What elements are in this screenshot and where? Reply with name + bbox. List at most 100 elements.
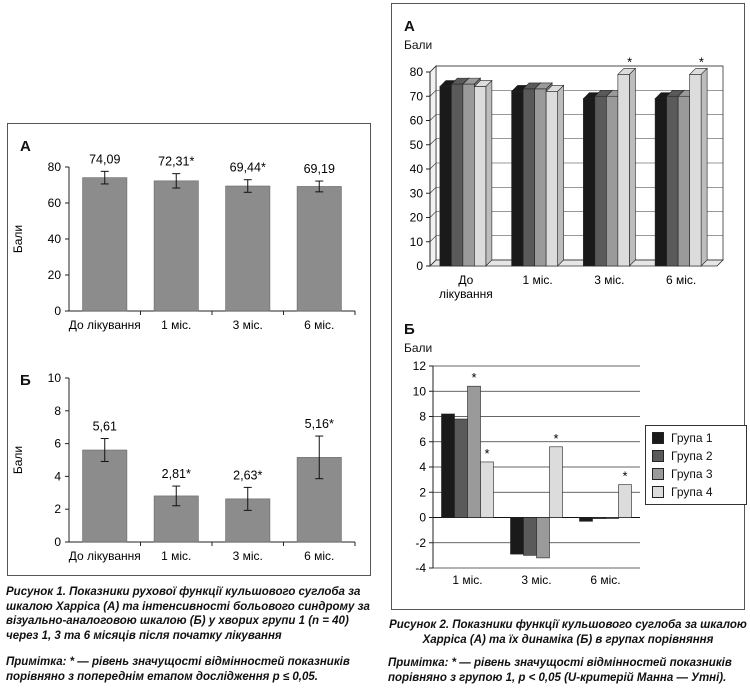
legend-swatch: [652, 468, 664, 480]
significance-star: *: [627, 54, 632, 69]
x-tick-label: До лікування: [69, 549, 141, 563]
x-tick-label: 1 міс.: [452, 573, 482, 587]
legend-label: Група 3: [671, 467, 713, 481]
data-label: 2,81*: [162, 467, 191, 481]
y-tick-label: 30: [410, 186, 424, 200]
y-tick-label: 2: [54, 502, 61, 516]
fig2-panelB-chart: -4 -2 0 2 4 6 8 10 12 * * 1 міс. * 3 міс. * 6 міс.: [413, 359, 640, 587]
gridline: [429, 65, 723, 73]
bar: [474, 86, 487, 267]
bar: [82, 177, 128, 312]
y-tick-label: 12: [413, 359, 427, 373]
y-tick-label: 0: [416, 259, 423, 273]
fig2-legend: Група 1 Група 2 Група 3 Група 4: [645, 425, 747, 505]
y-tick-label: 0: [54, 304, 61, 318]
y-tick-label: 0: [419, 511, 426, 525]
y-tick-label: 20: [48, 268, 62, 282]
data-label: 74,09: [89, 152, 120, 166]
y-tick-label: 40: [48, 232, 62, 246]
fig1-panelA-chart: 0 20 40 60 80 Бали 74,09 До лікування 72,31* 1 мі…: [11, 152, 356, 332]
x-tick-label: 6 міс.: [304, 318, 334, 332]
x-tick-label: лікування: [439, 287, 493, 301]
fig1-panelB-chart: 0 2 4 6 8 10 Бали 5,61 До лікування 2,81* 1 міс. 2,…: [11, 371, 356, 563]
y-tick-label: 2: [419, 485, 426, 499]
y-tick-label: 6: [54, 437, 61, 451]
data-label: 69,44*: [230, 161, 266, 175]
y-tick-label: 8: [54, 404, 61, 418]
bar: [510, 517, 524, 555]
data-label: 69,19: [304, 162, 335, 176]
x-tick-label: До лікування: [69, 318, 141, 332]
bar: [296, 186, 342, 312]
x-tick-label: 3 міс.: [233, 549, 263, 563]
y-tick-label: 70: [410, 89, 424, 103]
bar: [454, 418, 468, 518]
data-label: 5,61: [93, 420, 117, 434]
y-tick-label: 0: [54, 535, 61, 549]
y-tick-label: 10: [410, 235, 424, 249]
legend-item-group2: Група 2: [652, 447, 740, 465]
y-tick-label: 8: [419, 410, 426, 424]
fig2-panelB-letter: Б: [404, 321, 415, 338]
significance-star: *: [471, 370, 476, 385]
y-tick-label: 10: [413, 384, 427, 398]
bar: [225, 185, 271, 312]
legend-swatch: [652, 432, 664, 444]
legend-swatch: [652, 486, 664, 498]
y-tick-label: 4: [419, 460, 426, 474]
legend-item-group3: Група 3: [652, 465, 740, 483]
significance-star: *: [622, 469, 627, 484]
fig2-panelB-ylabel: Бали: [404, 341, 433, 355]
y-tick-label: 20: [410, 211, 424, 225]
y-tick-label: 60: [48, 196, 62, 210]
significance-star: *: [484, 446, 489, 461]
data-label: 2,63*: [233, 468, 262, 482]
y-tick-label: 10: [48, 371, 62, 385]
bar: [549, 446, 563, 518]
bar: [592, 517, 606, 520]
y-axis-label: Бали: [11, 225, 25, 253]
y-tick-label: 80: [48, 160, 62, 174]
y-tick-label: -2: [415, 536, 426, 550]
x-tick-label: 6 міс.: [304, 549, 334, 563]
x-tick-label: 3 міс.: [594, 273, 624, 287]
x-tick-label: 1 міс.: [522, 273, 552, 287]
y-tick-label: 60: [410, 114, 424, 128]
fig2-panelA-ylabel: Бали: [404, 38, 433, 52]
x-tick-label: До: [458, 273, 473, 287]
y-tick-label: 80: [410, 65, 424, 79]
fig2-panelA-letter: А: [404, 18, 415, 35]
legend-label: Група 1: [671, 431, 713, 445]
legend-item-group4: Група 4: [652, 483, 740, 501]
data-label: 72,31*: [158, 155, 194, 169]
bar: [545, 91, 558, 267]
y-tick-label: 50: [410, 138, 424, 152]
data-label: 5,16*: [305, 417, 334, 431]
legend-item-group1: Група 1: [652, 429, 740, 447]
y-tick-label: 40: [410, 162, 424, 176]
legend-label: Група 2: [671, 449, 713, 463]
bar: [689, 74, 702, 267]
bar: [536, 517, 550, 559]
bar: [480, 461, 494, 518]
fig1-caption: Рисунок 1. Показники рухової функції кул…: [6, 586, 370, 642]
y-tick-label: 6: [419, 435, 426, 449]
bar: [617, 74, 630, 267]
fig2-note: Примітка: * — рівень значущості відмінно…: [388, 657, 732, 684]
significance-star: *: [553, 431, 558, 446]
fig1-note: Примітка: * — рівень значущості відмінно…: [6, 656, 350, 683]
legend-label: Група 4: [671, 485, 713, 499]
bar: [153, 180, 199, 312]
x-tick-label: 1 міс.: [161, 549, 191, 563]
bar: [82, 449, 128, 543]
significance-star: *: [699, 54, 704, 69]
fig2-caption: Рисунок 2. Показники функції кульшового …: [389, 619, 747, 646]
y-axis-label: Бали: [11, 446, 25, 474]
bar: [605, 517, 619, 520]
bar: [618, 484, 632, 518]
bar: [523, 517, 537, 556]
x-tick-label: 6 міс.: [666, 273, 696, 287]
bar: [579, 517, 593, 522]
legend-swatch: [652, 450, 664, 462]
